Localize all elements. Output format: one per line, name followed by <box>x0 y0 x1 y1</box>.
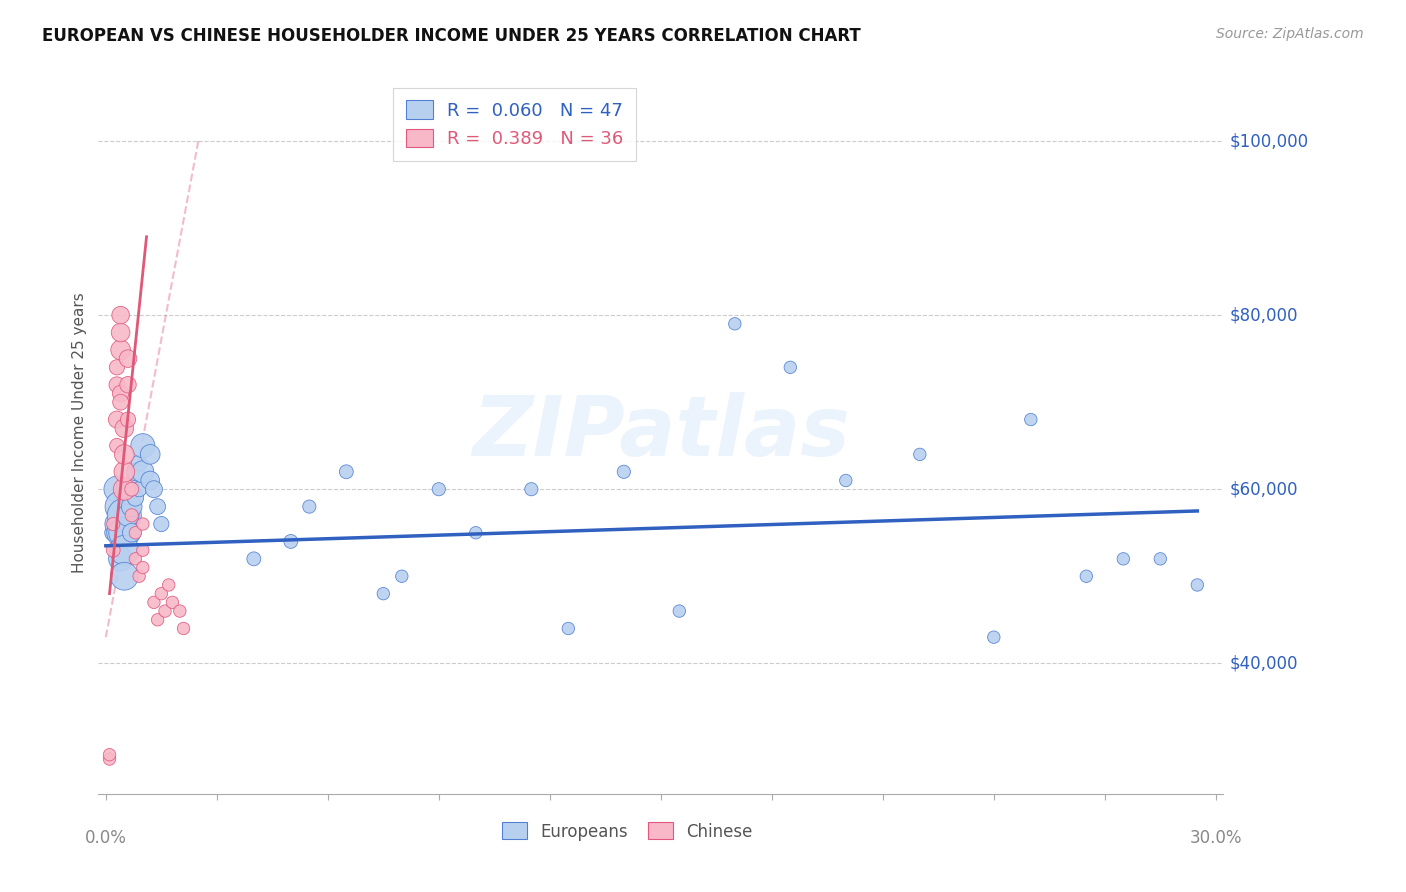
Point <box>139 447 162 461</box>
Point <box>103 516 125 531</box>
Point <box>146 500 169 514</box>
Point <box>121 482 143 496</box>
Point <box>128 456 150 470</box>
Point <box>464 525 486 540</box>
Point <box>162 595 184 609</box>
Point <box>132 516 155 531</box>
Text: $40,000: $40,000 <box>1229 655 1298 673</box>
Point <box>243 552 266 566</box>
Point <box>1076 569 1098 583</box>
Text: $100,000: $100,000 <box>1229 132 1308 150</box>
Point <box>668 604 690 618</box>
Point <box>117 508 139 523</box>
Text: ZIPatlas: ZIPatlas <box>472 392 849 473</box>
Point <box>105 377 128 392</box>
Point <box>112 465 135 479</box>
Point <box>98 747 121 762</box>
Text: 30.0%: 30.0% <box>1189 829 1241 847</box>
Point <box>112 421 135 435</box>
Point <box>110 500 132 514</box>
Point <box>1149 552 1171 566</box>
Point <box>124 465 146 479</box>
Point <box>779 360 801 375</box>
Point <box>613 465 636 479</box>
Point <box>103 525 125 540</box>
Point <box>105 482 128 496</box>
Point <box>557 622 579 636</box>
Point <box>110 343 132 357</box>
Text: $60,000: $60,000 <box>1229 480 1298 499</box>
Text: $80,000: $80,000 <box>1229 306 1298 324</box>
Point <box>117 377 139 392</box>
Point <box>110 308 132 322</box>
Point <box>112 543 135 558</box>
Point <box>280 534 302 549</box>
Point <box>139 474 162 488</box>
Point <box>112 569 135 583</box>
Point <box>132 465 155 479</box>
Point <box>124 552 146 566</box>
Point <box>103 543 125 558</box>
Point <box>983 630 1005 644</box>
Point <box>146 613 169 627</box>
Point <box>1019 412 1042 426</box>
Point <box>112 525 135 540</box>
Point <box>105 412 128 426</box>
Point <box>112 482 135 496</box>
Point <box>142 482 165 496</box>
Point <box>117 412 139 426</box>
Point <box>112 447 135 461</box>
Point <box>110 525 132 540</box>
Point <box>117 351 139 366</box>
Text: EUROPEAN VS CHINESE HOUSEHOLDER INCOME UNDER 25 YEARS CORRELATION CHART: EUROPEAN VS CHINESE HOUSEHOLDER INCOME U… <box>42 27 860 45</box>
Point <box>150 587 173 601</box>
Point <box>128 569 150 583</box>
Point <box>121 508 143 523</box>
Point <box>121 525 143 540</box>
Point <box>124 525 146 540</box>
Point <box>335 465 357 479</box>
Point <box>110 552 132 566</box>
Point <box>724 317 747 331</box>
Point <box>1112 552 1135 566</box>
Y-axis label: Householder Income Under 25 years: Householder Income Under 25 years <box>72 293 87 573</box>
Point <box>110 386 132 401</box>
Point <box>142 595 165 609</box>
Point <box>173 622 195 636</box>
Text: 0.0%: 0.0% <box>84 829 127 847</box>
Point <box>1187 578 1209 592</box>
Point <box>105 360 128 375</box>
Point <box>121 500 143 514</box>
Point <box>373 587 395 601</box>
Point <box>124 491 146 505</box>
Point <box>298 500 321 514</box>
Point <box>110 395 132 409</box>
Point <box>391 569 413 583</box>
Point <box>112 508 135 523</box>
Legend: Europeans, Chinese: Europeans, Chinese <box>492 813 762 851</box>
Point <box>117 482 139 496</box>
Point <box>105 516 128 531</box>
Point <box>169 604 191 618</box>
Point <box>110 326 132 340</box>
Point <box>132 560 155 574</box>
Point <box>132 439 155 453</box>
Point <box>427 482 450 496</box>
Point <box>105 439 128 453</box>
Point <box>150 516 173 531</box>
Text: Source: ZipAtlas.com: Source: ZipAtlas.com <box>1216 27 1364 41</box>
Point <box>835 474 858 488</box>
Point <box>153 604 176 618</box>
Point <box>520 482 543 496</box>
Point <box>128 482 150 496</box>
Point <box>157 578 180 592</box>
Point <box>132 543 155 558</box>
Point <box>98 752 121 766</box>
Point <box>908 447 931 461</box>
